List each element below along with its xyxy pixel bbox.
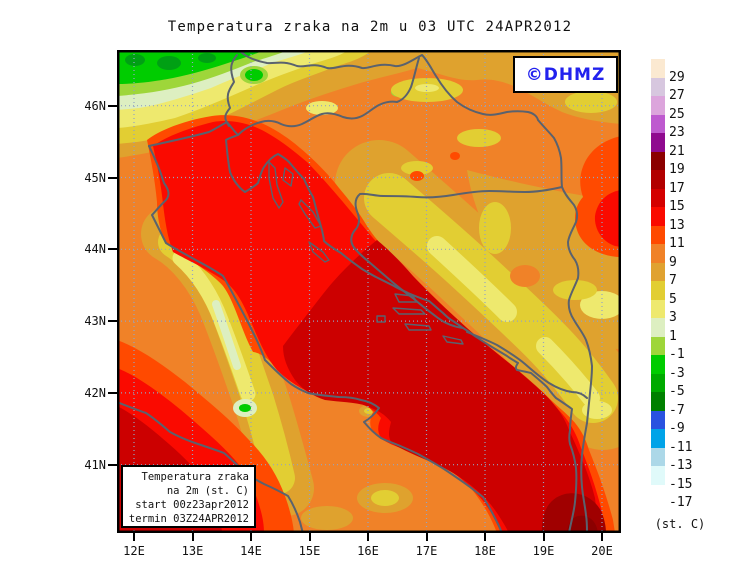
- colorbar-swatch: [651, 244, 665, 263]
- colorbar-label: 13: [669, 217, 685, 233]
- colorbar-label: -11: [669, 439, 693, 455]
- colorbar-label: -3: [669, 365, 685, 381]
- colorbar-swatch: [651, 207, 665, 226]
- lat-tick: [108, 176, 117, 179]
- colorbar-swatch: [651, 299, 665, 318]
- lon-label: 12E: [123, 544, 145, 558]
- lat-tick: [108, 320, 117, 323]
- lon-tick: [367, 533, 369, 541]
- lat-tick: [108, 248, 117, 251]
- lon-tick: [484, 533, 486, 541]
- colorbar-label: 1: [669, 328, 677, 344]
- lon-tick: [191, 533, 194, 541]
- colorbar-label: 15: [669, 199, 685, 214]
- dhmz-watermark-box: ©DHMZ: [513, 56, 618, 93]
- colorbar-label: 3: [669, 310, 677, 325]
- colorbar-label: 27: [669, 88, 685, 103]
- colorbar-swatch: [651, 151, 665, 170]
- colorbar-swatch: [651, 355, 665, 374]
- colorbar-label: -9: [669, 421, 685, 436]
- colorbar-unit-label: (st. C): [654, 517, 706, 531]
- info-line-variable: Temperatura zraka: [141, 471, 249, 483]
- temperature-colorbar: [651, 59, 665, 503]
- lat-tick: [108, 391, 117, 394]
- lat-tick: [108, 104, 117, 107]
- colorbar-label: -15: [669, 476, 693, 492]
- colorbar-swatch: [651, 96, 665, 115]
- colorbar-label: 19: [669, 162, 685, 177]
- colorbar-label: 5: [669, 291, 677, 307]
- colorbar-swatch: [651, 447, 665, 466]
- info-line-level: na 2m (st. C): [166, 485, 249, 497]
- colorbar-swatch: [651, 410, 665, 429]
- colorbar-swatch: [651, 114, 665, 133]
- colorbar-swatch: [651, 281, 665, 300]
- colorbar-label: 9: [669, 254, 677, 270]
- map-frame: [117, 50, 621, 533]
- lat-label: 42N: [84, 385, 106, 400]
- country-borders: [224, 50, 593, 533]
- lon-label: 16E: [357, 544, 379, 558]
- colorbar-label: -17: [669, 495, 693, 510]
- colorbar-label: -7: [669, 402, 685, 418]
- colorbar-swatch: [651, 262, 665, 281]
- colorbar-swatch: [651, 429, 665, 448]
- colorbar-swatch: [651, 392, 665, 411]
- colorbar-label: 23: [669, 125, 685, 140]
- lon-label: 19E: [532, 544, 555, 558]
- info-line-start: start 00z23apr2012: [135, 499, 249, 511]
- lon-tick: [250, 533, 252, 541]
- colorbar-swatch: [651, 133, 665, 152]
- colorbar-swatch: [651, 484, 665, 503]
- colorbar-label: 25: [669, 106, 685, 122]
- lat-label: 41N: [84, 457, 106, 472]
- colorbar-label: 7: [669, 273, 677, 288]
- colorbar-label: 17: [669, 180, 685, 196]
- run-info-box: Temperatura zraka na 2m (st. C) start 00…: [121, 465, 256, 528]
- colorbar-label: 29: [669, 69, 685, 85]
- colorbar-label: 21: [669, 143, 685, 159]
- dhmz-logo-text: ©DHMZ: [525, 64, 606, 85]
- lon-label: 20E: [591, 544, 613, 558]
- lon-label: 18E: [474, 544, 496, 558]
- lat-label: 44N: [84, 242, 106, 257]
- page-title: Temperatura zraka na 2m u 03 UTC 24APR20…: [167, 19, 573, 35]
- lon-label: 14E: [240, 544, 262, 558]
- graticule-grid: [117, 50, 621, 533]
- colorbar-swatch: [651, 225, 665, 244]
- colorbar-label: -1: [669, 347, 685, 362]
- lon-label: 17E: [415, 544, 438, 558]
- lon-tick: [425, 533, 428, 541]
- lat-label: 46N: [84, 98, 106, 113]
- colorbar-swatch: [651, 170, 665, 189]
- lat-tick: [108, 463, 117, 466]
- colorbar-label: 11: [669, 236, 685, 251]
- lon-tick: [133, 533, 135, 541]
- colorbar-swatch: [651, 373, 665, 392]
- lat-label: 45N: [84, 170, 106, 185]
- colorbar-swatch: [651, 336, 665, 355]
- colorbar-swatch: [651, 77, 665, 96]
- lon-tick: [542, 533, 545, 541]
- lon-label: 15E: [298, 544, 321, 558]
- colorbar-label: -13: [669, 458, 693, 473]
- colorbar-swatch: [651, 188, 665, 207]
- colorbar-swatch: [651, 59, 665, 78]
- info-line-termin: termin 03Z24APR2012: [128, 513, 249, 525]
- colorbar-swatch: [651, 318, 665, 337]
- temperature-map: [117, 50, 621, 533]
- lon-tick: [601, 533, 603, 541]
- colorbar-swatch: [651, 466, 665, 485]
- lon-tick: [308, 533, 311, 541]
- colorbar-label: -5: [669, 384, 685, 399]
- lat-label: 43N: [84, 314, 106, 329]
- lon-label: 13E: [181, 544, 204, 558]
